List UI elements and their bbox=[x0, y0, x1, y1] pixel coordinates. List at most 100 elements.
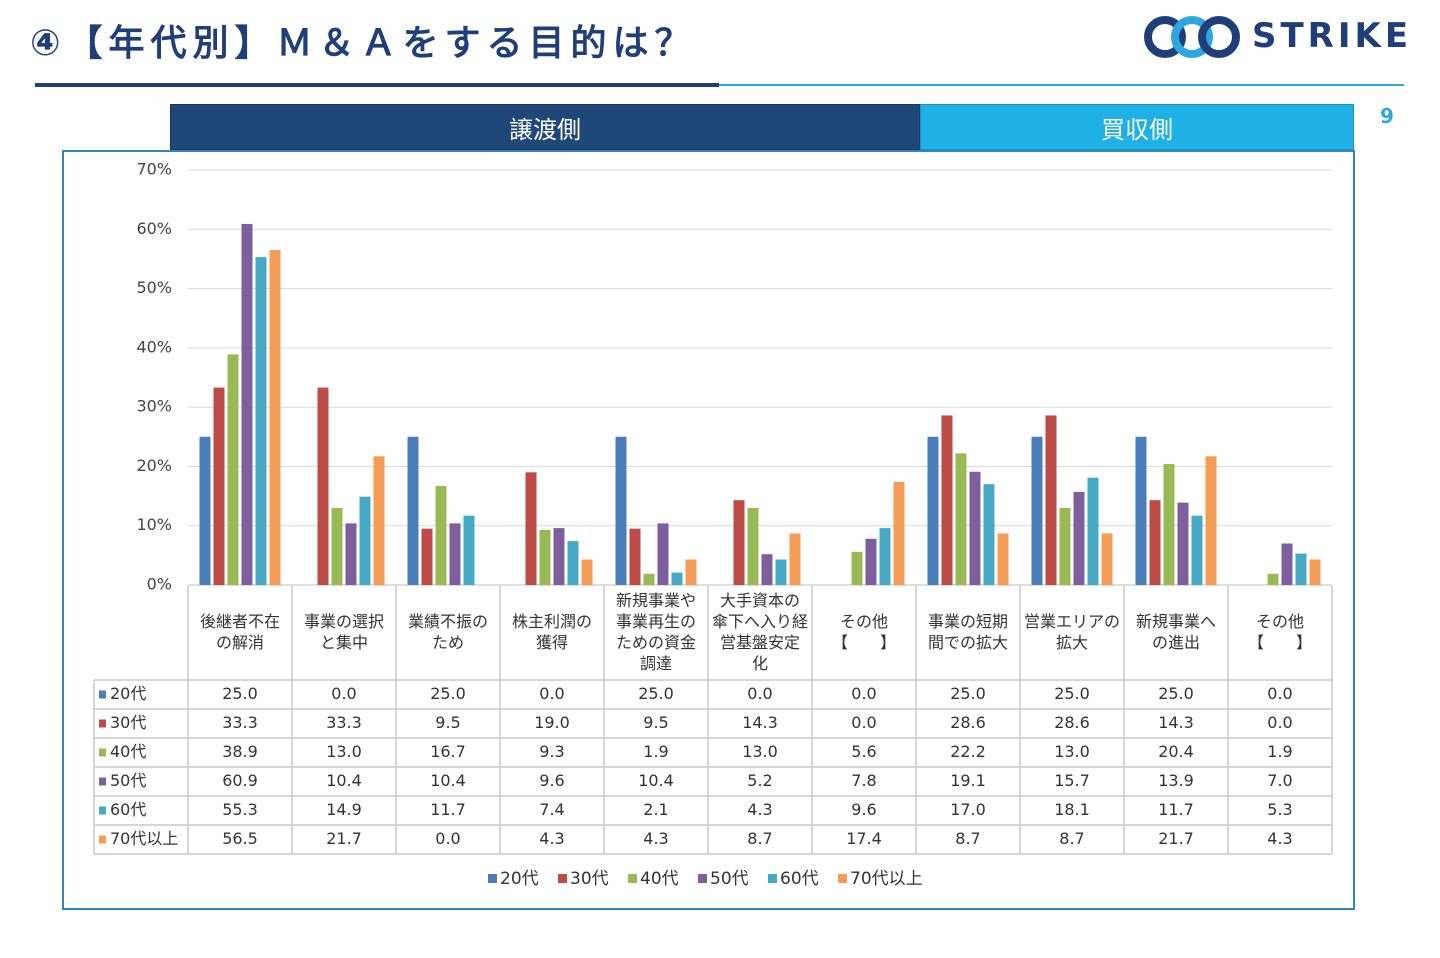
category-label: 事業の短期 bbox=[928, 612, 1008, 631]
category-label: 化 bbox=[752, 654, 768, 673]
row-label: 50代 bbox=[110, 771, 146, 790]
category-label: の解消 bbox=[216, 633, 264, 652]
bar bbox=[227, 354, 239, 585]
data-label: 17.0 bbox=[950, 800, 986, 819]
data-label: 8.7 bbox=[1059, 829, 1084, 848]
data-label: 2.1 bbox=[643, 800, 668, 819]
bar bbox=[1309, 559, 1321, 585]
category-label: 大手資本の bbox=[720, 591, 800, 610]
bar bbox=[685, 559, 697, 585]
category-label: その他 bbox=[1256, 612, 1304, 631]
bar bbox=[567, 541, 579, 585]
category-label: 【 】 bbox=[1248, 633, 1312, 652]
bar bbox=[1059, 507, 1071, 585]
data-label: 0.0 bbox=[851, 684, 876, 703]
bar bbox=[955, 453, 967, 585]
y-tick-label: 70% bbox=[136, 160, 172, 179]
data-label: 0.0 bbox=[851, 713, 876, 732]
data-label: 9.6 bbox=[851, 800, 876, 819]
data-label: 7.0 bbox=[1267, 771, 1292, 790]
bar bbox=[941, 415, 953, 585]
bar bbox=[1267, 573, 1279, 585]
data-label: 7.4 bbox=[539, 800, 564, 819]
bar bbox=[199, 436, 211, 585]
y-tick-label: 30% bbox=[136, 397, 172, 416]
bar bbox=[539, 529, 551, 585]
data-label: 13.0 bbox=[742, 742, 778, 761]
bar bbox=[317, 387, 329, 585]
data-label: 10.4 bbox=[430, 771, 466, 790]
bar bbox=[345, 523, 357, 585]
y-tick-label: 20% bbox=[136, 456, 172, 475]
data-label: 28.6 bbox=[1054, 713, 1090, 732]
legend-key bbox=[628, 874, 637, 883]
category-label: の進出 bbox=[1152, 633, 1200, 652]
legend-label: 50代 bbox=[710, 869, 749, 889]
data-label: 0.0 bbox=[539, 684, 564, 703]
bar bbox=[851, 551, 863, 585]
data-label: 19.0 bbox=[534, 713, 570, 732]
bar bbox=[761, 554, 773, 585]
data-label: 13.0 bbox=[1054, 742, 1090, 761]
data-label: 8.7 bbox=[955, 829, 980, 848]
bar bbox=[1045, 415, 1057, 585]
bar bbox=[865, 538, 877, 585]
data-label: 25.0 bbox=[1158, 684, 1194, 703]
data-label: 7.8 bbox=[851, 771, 876, 790]
legend-key bbox=[558, 874, 567, 883]
bar bbox=[657, 523, 669, 585]
data-label: 5.6 bbox=[851, 742, 876, 761]
data-label: 25.0 bbox=[638, 684, 674, 703]
y-tick-label: 60% bbox=[136, 219, 172, 238]
legend-key bbox=[698, 874, 707, 883]
data-label: 21.7 bbox=[326, 829, 362, 848]
category-label: 後継者不在 bbox=[200, 612, 280, 631]
data-label: 1.9 bbox=[1267, 742, 1292, 761]
category-label: 拡大 bbox=[1056, 633, 1088, 652]
bar bbox=[997, 533, 1009, 585]
row-legend-key bbox=[99, 777, 106, 786]
category-label: 営基盤安定 bbox=[720, 633, 800, 652]
y-tick-label: 0% bbox=[147, 575, 172, 594]
category-label: 獲得 bbox=[536, 633, 568, 652]
bar bbox=[643, 573, 655, 585]
data-label: 11.7 bbox=[1158, 800, 1194, 819]
bar bbox=[553, 528, 565, 585]
category-label: と集中 bbox=[320, 633, 368, 652]
row-legend-key bbox=[99, 719, 106, 728]
data-label: 1.9 bbox=[643, 742, 668, 761]
page-number: 9 bbox=[1380, 104, 1394, 128]
data-label: 4.3 bbox=[1267, 829, 1292, 848]
data-label: 55.3 bbox=[222, 800, 258, 819]
bar bbox=[269, 250, 281, 586]
bar bbox=[255, 257, 267, 585]
bar bbox=[615, 436, 627, 585]
data-label: 13.0 bbox=[326, 742, 362, 761]
strike-logo: STRIKE bbox=[1142, 14, 1408, 60]
data-label: 33.3 bbox=[222, 713, 258, 732]
data-label: 28.6 bbox=[950, 713, 986, 732]
logo-text: STRIKE bbox=[1252, 16, 1413, 56]
data-label: 9.5 bbox=[643, 713, 668, 732]
legend-key bbox=[768, 874, 777, 883]
legend-label: 60代 bbox=[780, 869, 819, 889]
category-label: 株主利潤の bbox=[512, 612, 592, 631]
category-label: その他 bbox=[840, 612, 888, 631]
category-label: 営業エリアの bbox=[1024, 612, 1120, 631]
bar bbox=[373, 456, 385, 585]
data-label: 25.0 bbox=[950, 684, 986, 703]
bar bbox=[893, 481, 905, 585]
bar bbox=[775, 559, 787, 585]
y-tick-label: 40% bbox=[136, 337, 172, 356]
data-label: 21.7 bbox=[1158, 829, 1194, 848]
title-rule-dark bbox=[35, 83, 719, 87]
data-label: 4.3 bbox=[539, 829, 564, 848]
bar bbox=[1101, 533, 1113, 585]
bar bbox=[1135, 436, 1147, 585]
bar bbox=[449, 523, 461, 585]
category-label: 傘下へ入り経 bbox=[712, 612, 808, 631]
chart-frame bbox=[62, 150, 1355, 910]
data-label: 9.5 bbox=[435, 713, 460, 732]
bar bbox=[213, 387, 225, 585]
row-label: 30代 bbox=[110, 713, 146, 732]
